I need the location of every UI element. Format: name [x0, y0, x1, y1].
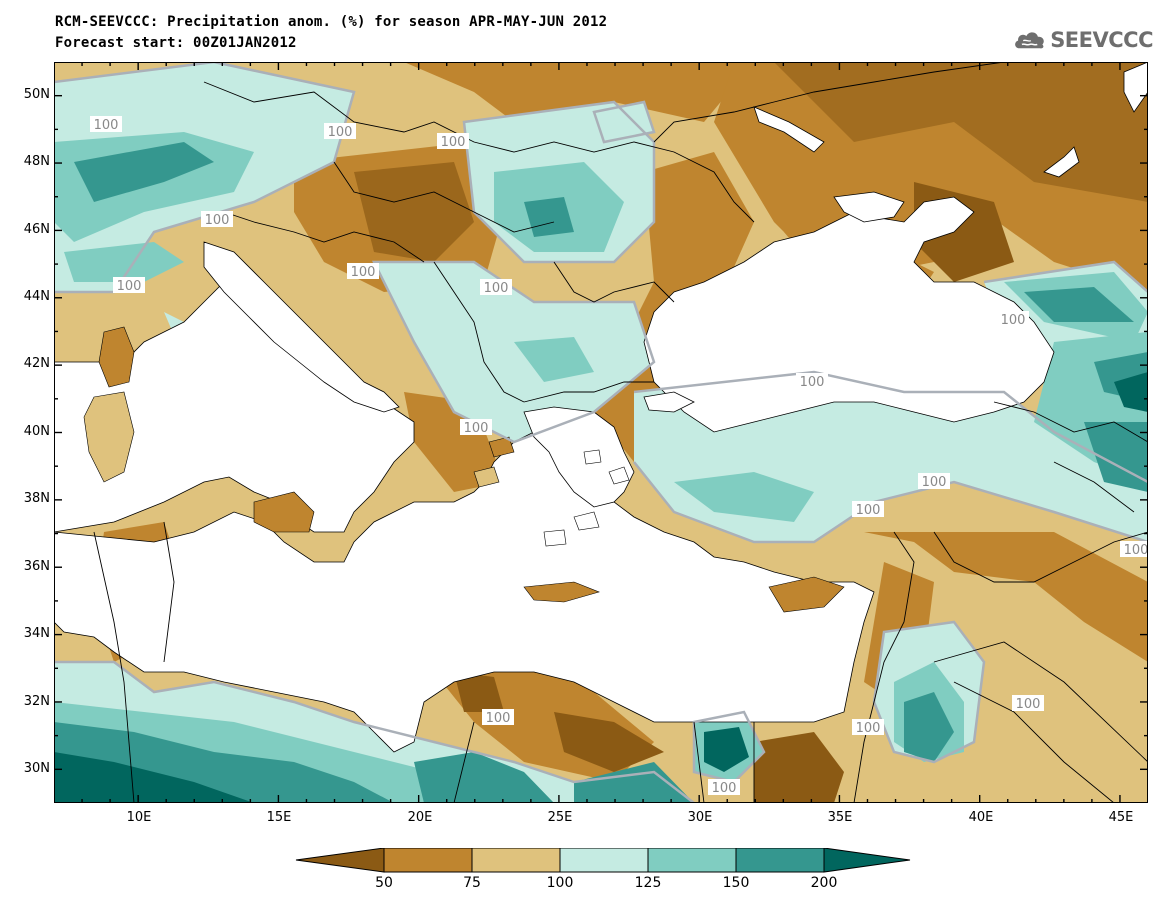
map-title: RCM-SEEVCCC: Precipitation anom. (%) for… [55, 14, 608, 30]
colorbar-segment-125-150 [647, 848, 737, 873]
contour-label-12: 100 [852, 501, 884, 518]
precipitation-anomaly-map: 100 100 100 100 100 100 100 100 100 100 … [54, 62, 1148, 803]
lat-tick-30n: 30N [23, 761, 50, 776]
lat-tick-34n: 34N [23, 626, 50, 641]
contour-lines-100 [54, 62, 1148, 803]
lon-tick-20e: 20E [407, 810, 433, 825]
svg-text:100: 100 [856, 503, 881, 518]
colorbar-segment-50-75 [383, 848, 473, 873]
contour-label-9: 100 [796, 373, 828, 390]
svg-text:100: 100 [486, 711, 511, 726]
colorbar-segment-lt50 [295, 848, 385, 873]
forecast-start-subtitle: Forecast start: 00Z01JAN2012 [55, 35, 297, 51]
colorbar-label-100: 100 [546, 875, 574, 891]
contour-label-11: 100 [918, 473, 950, 490]
lon-tick-40e: 40E [968, 810, 994, 825]
svg-text:100: 100 [94, 118, 119, 133]
contour-label-3: 100 [437, 133, 469, 150]
lon-tick-10e: 10E [126, 810, 152, 825]
contour-label-6: 100 [113, 277, 145, 294]
svg-text:100: 100 [328, 125, 353, 140]
lat-tick-48n: 48N [23, 154, 50, 169]
colorbar-segment-75-100 [471, 848, 561, 873]
colorbar-legend [295, 848, 911, 873]
colorbar-label-50: 50 [375, 875, 393, 891]
islands [83, 326, 845, 613]
lat-tick-38n: 38N [23, 491, 50, 506]
colorbar-label-125: 125 [634, 875, 662, 891]
lon-tick-15e: 15E [266, 810, 292, 825]
lat-tick-40n: 40N [23, 424, 50, 439]
svg-text:100: 100 [441, 135, 466, 150]
svg-text:100: 100 [484, 281, 509, 296]
lat-tick-46n: 46N [23, 222, 50, 237]
contour-label-2: 100 [324, 123, 356, 140]
contour-label-5: 100 [347, 263, 379, 280]
svg-text:100: 100 [117, 279, 142, 294]
colorbar-segment-gt200 [823, 848, 911, 873]
contour-label-13: 100 [1120, 541, 1148, 558]
contour-label-1: 100 [90, 116, 122, 133]
cloud-logo-icon [1015, 32, 1044, 49]
svg-text:100: 100 [1016, 697, 1041, 712]
contour-label-14: 100 [1012, 695, 1044, 712]
svg-text:100: 100 [1001, 313, 1026, 328]
contour-label-17: 100 [708, 779, 740, 796]
lat-tick-44n: 44N [23, 289, 50, 304]
svg-text:100: 100 [712, 781, 737, 796]
contour-labels: 100 100 100 100 100 100 100 100 100 100 … [90, 116, 1148, 796]
seevccc-logo: SEEVCCC [1013, 20, 1153, 60]
contour-label-7: 100 [480, 279, 512, 296]
svg-text:100: 100 [351, 265, 376, 280]
lon-tick-30e: 30E [687, 810, 713, 825]
lon-tick-35e: 35E [827, 810, 853, 825]
country-borders [93, 62, 1148, 803]
svg-text:100: 100 [1124, 543, 1148, 558]
svg-text:100: 100 [205, 213, 230, 228]
lat-tick-50n: 50N [23, 87, 50, 102]
contour-label-10: 100 [460, 419, 492, 436]
contour-label-15: 100 [482, 709, 514, 726]
svg-text:100: 100 [856, 721, 881, 736]
lon-tick-45e: 45E [1108, 810, 1134, 825]
lon-tick-25e: 25E [547, 810, 573, 825]
contour-label-4: 100 [201, 211, 233, 228]
colorbar-segment-150-200 [735, 848, 825, 873]
logo-text: SEEVCCC [1050, 28, 1153, 52]
svg-text:100: 100 [800, 375, 825, 390]
lat-tick-42n: 42N [23, 356, 50, 371]
colorbar-label-200: 200 [810, 875, 838, 891]
colorbar-segment-100-125 [559, 848, 649, 873]
lat-tick-32n: 32N [23, 694, 50, 709]
sea-areas [54, 62, 1148, 753]
contour-label-16: 100 [852, 719, 884, 736]
axis-ticks [54, 62, 1148, 803]
svg-text:100: 100 [464, 421, 489, 436]
svg-text:100: 100 [922, 475, 947, 490]
contour-label-8: 100 [997, 311, 1029, 328]
colorbar-label-150: 150 [722, 875, 750, 891]
lat-tick-36n: 36N [23, 559, 50, 574]
colorbar-label-75: 75 [463, 875, 481, 891]
